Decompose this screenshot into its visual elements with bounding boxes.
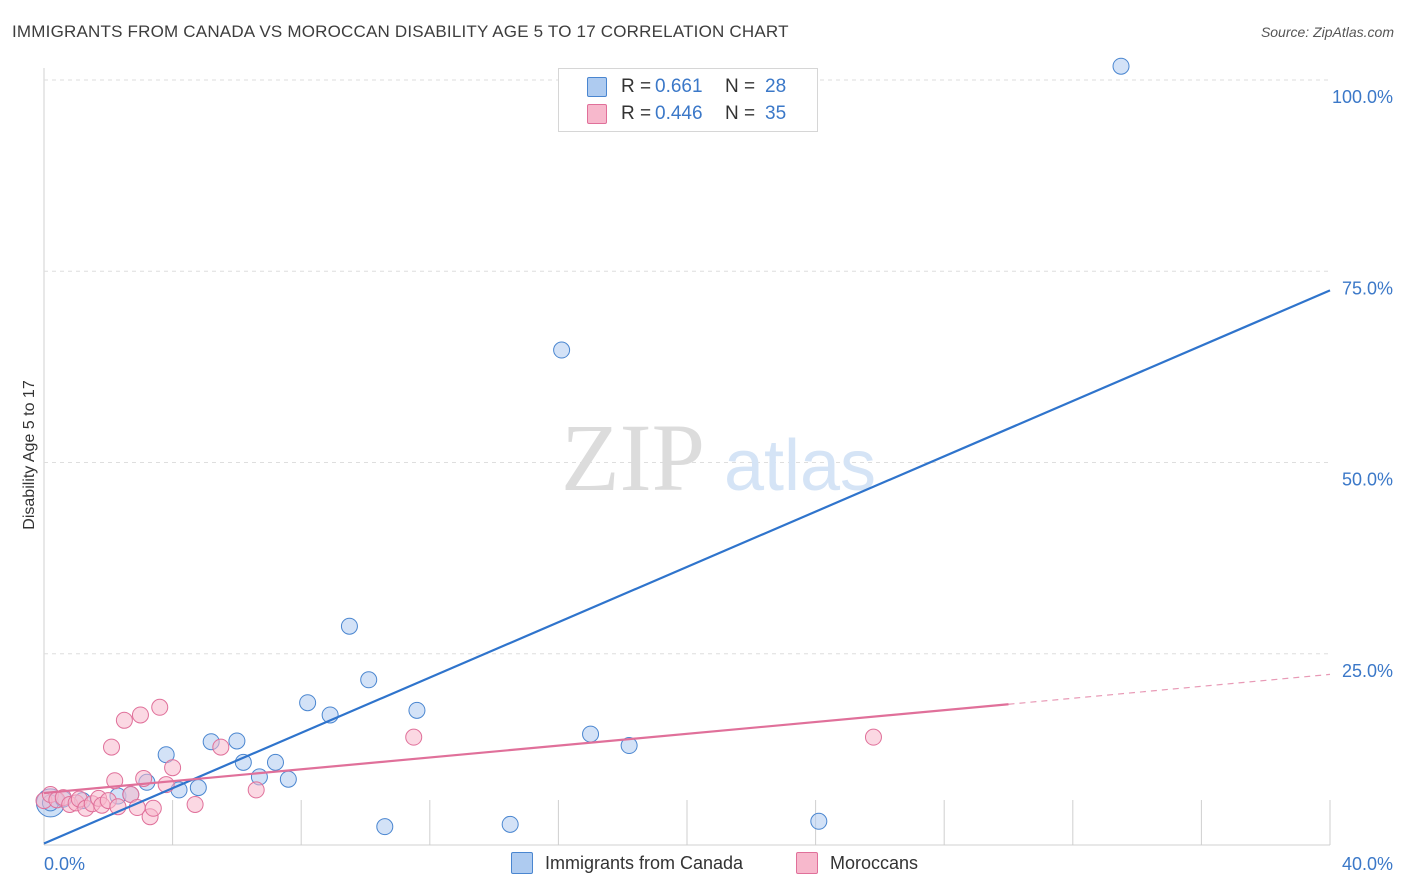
legend-r-value: 0.446 [655,103,703,124]
data-point-canada [620,737,638,755]
data-point-canada [501,815,519,833]
watermark-zip: ZIP [561,404,705,511]
data-point-canada [189,779,207,797]
data-point-moroccans [186,795,204,813]
data-point-moroccans [144,799,162,817]
bottom-legend-label-moroccans: Moroccans [830,852,919,873]
data-point-moroccans [864,728,882,746]
y-tick-labels: 100.0% 75.0% 50.0% 25.0% [1332,87,1393,681]
data-point-moroccans [164,759,182,777]
data-point-moroccans [151,698,169,716]
trend-lines [43,289,1331,845]
data-point-canada [408,701,426,719]
legend-n-label: N = [725,103,756,124]
bottom-legend-swatch-moroccans [796,852,818,874]
x-tick-label: 40.0% [1342,854,1393,874]
data-point-canada [228,732,246,750]
data-point-canada [279,770,297,788]
bottom-legend-label-canada: Immigrants from Canada [545,852,744,873]
legend-r-value: 0.661 [655,76,703,97]
legend-row-moroccans: R = 0.446 N = 35 [587,102,786,126]
legend-r-label: R = [621,103,652,124]
data-point-canada [360,671,378,689]
data-point-canada [299,694,317,712]
data-point-moroccans [247,781,265,799]
data-point-moroccans [405,728,423,746]
y-tick-label: 100.0% [1332,87,1393,107]
data-point-canada [340,617,358,635]
legend-r-label: R = [621,76,652,97]
bottom-legend-swatch-canada [511,852,533,874]
trend-line-canada [43,289,1331,845]
legend-n-value: 28 [765,76,787,97]
y-tick-label: 50.0% [1342,470,1393,490]
legend-row-canada: R = 0.661 N = 28 [587,75,786,99]
watermark-atlas: atlas [724,426,876,506]
y-tick-label: 25.0% [1342,661,1393,681]
data-point-canada [1112,57,1130,75]
y-tick-label: 75.0% [1342,278,1393,298]
x-tick-labels: 0.0% 40.0% [44,854,1393,874]
legend-swatch-canada [587,77,607,97]
data-point-canada [376,818,394,836]
data-point-canada [582,725,600,743]
y-axis-label: Disability Age 5 to 17 [21,380,38,530]
legend-swatch-moroccans [587,104,607,124]
legend-n-label: N = [725,76,756,97]
data-point-moroccans [106,772,124,790]
data-point-canada [266,753,284,771]
correlation-legend: R = 0.661 N = 28 R = 0.446 N = 35 [558,68,818,132]
chart-title: IMMIGRANTS FROM CANADA VS MOROCCAN DISAB… [12,22,789,41]
bottom-legend-canada: Immigrants from Canada [511,852,743,874]
data-point-canada [810,812,828,830]
data-point-moroccans [115,711,133,729]
legend-n-value: 35 [765,103,787,124]
data-point-moroccans [131,706,149,724]
trend-line-moroccans [43,703,1009,795]
data-point-moroccans [103,738,121,756]
data-point-moroccans [212,738,230,756]
source-label: Source: ZipAtlas.com [1260,24,1394,40]
trend-line-moroccans-extension [1008,673,1331,705]
data-point-canada [553,341,571,359]
x-tick-label: 0.0% [44,854,85,874]
bottom-legend-moroccans: Moroccans [796,852,918,874]
